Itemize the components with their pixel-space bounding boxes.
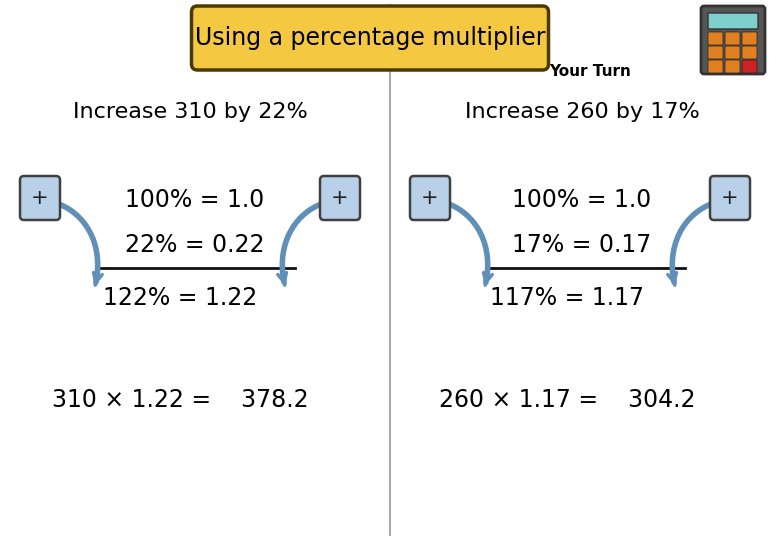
FancyBboxPatch shape bbox=[742, 46, 757, 59]
FancyBboxPatch shape bbox=[708, 32, 723, 45]
Text: 117% = 1.17: 117% = 1.17 bbox=[490, 286, 644, 310]
FancyBboxPatch shape bbox=[742, 32, 757, 45]
Text: Your Turn: Your Turn bbox=[549, 64, 631, 79]
FancyBboxPatch shape bbox=[20, 176, 60, 220]
FancyBboxPatch shape bbox=[742, 60, 757, 73]
FancyBboxPatch shape bbox=[708, 13, 758, 29]
Text: Using a percentage multiplier: Using a percentage multiplier bbox=[195, 26, 545, 50]
FancyBboxPatch shape bbox=[708, 46, 723, 59]
FancyBboxPatch shape bbox=[708, 60, 723, 73]
FancyBboxPatch shape bbox=[725, 32, 740, 45]
Text: 100% = 1.0: 100% = 1.0 bbox=[126, 188, 264, 212]
FancyBboxPatch shape bbox=[192, 6, 548, 70]
Text: +: + bbox=[421, 188, 439, 208]
Text: 17% = 0.17: 17% = 0.17 bbox=[512, 233, 651, 257]
FancyBboxPatch shape bbox=[725, 60, 740, 73]
Text: +: + bbox=[31, 188, 49, 208]
Text: +: + bbox=[722, 188, 739, 208]
Text: 100% = 1.0: 100% = 1.0 bbox=[512, 188, 651, 212]
FancyBboxPatch shape bbox=[701, 6, 765, 74]
Text: Increase 310 by 22%: Increase 310 by 22% bbox=[73, 102, 307, 122]
Text: 22% = 0.22: 22% = 0.22 bbox=[126, 233, 264, 257]
Text: 310 × 1.22 =    378.2: 310 × 1.22 = 378.2 bbox=[51, 388, 308, 412]
Text: +: + bbox=[332, 188, 349, 208]
FancyBboxPatch shape bbox=[725, 46, 740, 59]
FancyBboxPatch shape bbox=[710, 176, 750, 220]
Text: 260 × 1.17 =    304.2: 260 × 1.17 = 304.2 bbox=[438, 388, 695, 412]
Text: 122% = 1.22: 122% = 1.22 bbox=[103, 286, 257, 310]
FancyBboxPatch shape bbox=[410, 176, 450, 220]
Text: Increase 260 by 17%: Increase 260 by 17% bbox=[465, 102, 700, 122]
FancyBboxPatch shape bbox=[320, 176, 360, 220]
